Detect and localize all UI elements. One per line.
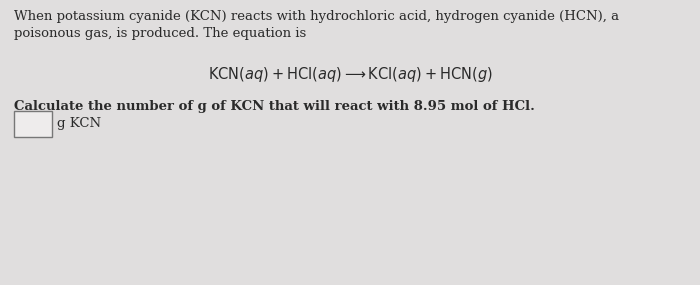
Bar <box>14 111 52 137</box>
Text: Calculate the number of g of KCN that will react with 8.95 mol of HCl.: Calculate the number of g of KCN that wi… <box>14 100 535 113</box>
Text: poisonous gas, is produced. The equation is: poisonous gas, is produced. The equation… <box>14 27 307 40</box>
Text: g KCN: g KCN <box>57 117 101 131</box>
Text: $\mathrm{KCN}(aq) + \mathrm{HCl}(aq) \longrightarrow \mathrm{KCl}(aq) + \mathrm{: $\mathrm{KCN}(aq) + \mathrm{HCl}(aq) \lo… <box>207 65 493 84</box>
Text: When potassium cyanide (KCN) reacts with hydrochloric acid, hydrogen cyanide (HC: When potassium cyanide (KCN) reacts with… <box>14 10 619 23</box>
